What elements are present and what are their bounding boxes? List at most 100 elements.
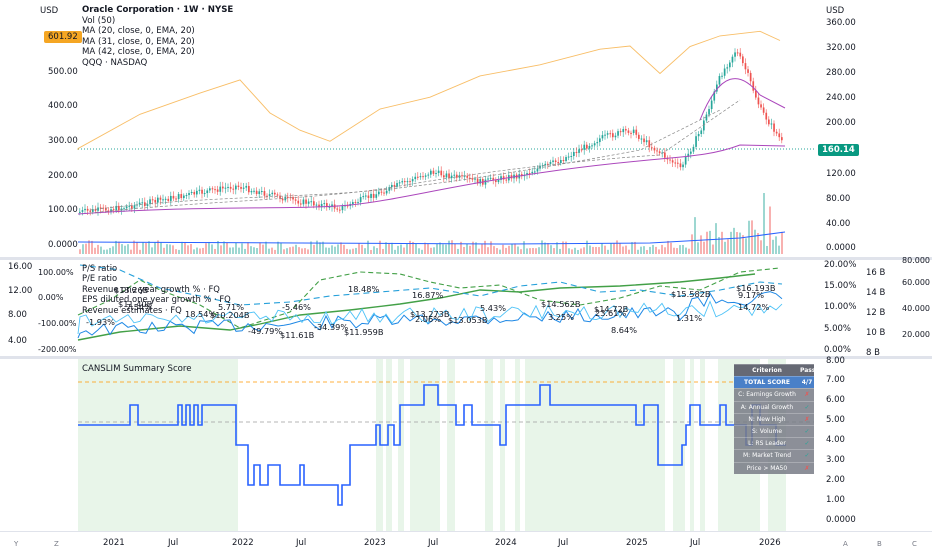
pe-axis-tick: 60.000 [902, 278, 930, 287]
volume-bar [772, 239, 774, 254]
legend-ps-ratio[interactable]: P/S ratio [82, 263, 118, 273]
candle-body [99, 207, 102, 209]
candle-body [424, 175, 427, 177]
volume-bar [115, 240, 117, 254]
legend-eps-growth[interactable]: EPS diluted one year growth % · FQ [82, 294, 231, 305]
candle-body [237, 185, 240, 187]
candle-body [755, 90, 757, 98]
candle-body [105, 207, 107, 211]
pane-divider-2[interactable] [0, 356, 932, 359]
legend-qqq[interactable]: QQQ · NASDAQ [82, 57, 148, 68]
legend-ma31[interactable]: MA (31, close, 0, EMA, 20) [82, 36, 195, 47]
volume-bar [340, 242, 342, 254]
candle-body [81, 210, 84, 212]
revenue-axis-tick: 12 B [866, 308, 886, 318]
toolbar-button-b[interactable]: B [877, 540, 882, 548]
volume-bar [271, 247, 273, 254]
volume-bar [703, 241, 705, 254]
candle-body [674, 162, 677, 164]
candle-body [214, 189, 216, 191]
table-row: M: Market Trend ✓ [734, 449, 814, 461]
legend-revenue-growth[interactable]: Revenue one year growth % · FQ [82, 283, 220, 294]
volume-bar [442, 244, 444, 254]
canslim-score-line [78, 384, 786, 506]
legend-ma20[interactable]: MA (20, close, 0, EMA, 20) [82, 26, 195, 37]
candle-body [219, 186, 222, 192]
candle-body [118, 205, 120, 211]
candle-body [479, 178, 482, 184]
score-axis-tick: 1.00 [826, 495, 845, 505]
time-tick: 2024 [495, 538, 517, 548]
fundamental-annotation: -1.93% [86, 317, 115, 327]
volume-bar [481, 244, 483, 254]
volume-bar [751, 220, 753, 254]
pane-divider-1[interactable] [0, 257, 932, 260]
volume-bar [181, 241, 183, 254]
candle-body [336, 208, 339, 210]
candle-body [175, 198, 177, 200]
time-axis[interactable]: 2021 Jul 2022 Jul 2023 Jul 2024 Jul 2025 Jul 2026 Y… [0, 531, 932, 551]
time-tick: 2026 [759, 538, 781, 548]
canslim-title[interactable]: CANSLIM Summary Score [82, 364, 192, 374]
ma-long-line [77, 144, 786, 215]
candle-body [287, 196, 289, 198]
volume-bar [604, 245, 606, 254]
fundamental-annotation: $11.40B [118, 299, 153, 309]
candle-body [180, 194, 183, 199]
volume-bar [529, 248, 531, 254]
candle-body [640, 138, 643, 140]
volume-bar [202, 247, 204, 254]
time-tick: Jul [168, 538, 179, 548]
candle-body [398, 182, 401, 184]
volume-bar [82, 244, 84, 254]
symbol-title[interactable]: Oracle Corporation · 1W · NYSE [82, 5, 234, 15]
canslim-canvas[interactable] [0, 359, 932, 531]
volume-bar [688, 248, 690, 254]
right-price-tick: 120.00 [826, 169, 856, 179]
volume-bar [742, 235, 744, 254]
table-row: N: New High ✗ [734, 412, 814, 425]
candle-body [573, 151, 575, 157]
candle-body [716, 84, 718, 92]
candle-body [762, 107, 765, 113]
volume-bar [754, 229, 756, 254]
candle-body [128, 205, 131, 207]
candle-body [112, 209, 115, 211]
volume-bar [739, 232, 741, 254]
candle-body [768, 119, 770, 125]
legend-revenue-estimates[interactable]: Revenue estimates · FQ [82, 304, 182, 315]
candle-body [567, 156, 570, 158]
legend-volume[interactable]: Vol (50) [82, 15, 116, 26]
canslim-pane[interactable]: CANSLIM Summary Score 8.00 7.00 6.00 5.00 4.… [0, 356, 932, 531]
candle-body [497, 179, 500, 183]
candle-body [708, 109, 710, 115]
candle-body [196, 190, 198, 195]
candle-body [211, 188, 214, 190]
volume-bar [613, 243, 615, 254]
toolbar-button-c[interactable]: C [912, 540, 917, 548]
toolbar-button-z[interactable]: Z [54, 540, 59, 548]
candle-body [201, 189, 203, 194]
right-currency-label: USD [826, 6, 845, 16]
legend-pe-ratio[interactable]: P/E ratio [82, 273, 118, 284]
volume-bar [757, 232, 759, 254]
candle-body [310, 201, 313, 203]
price-chart-canvas[interactable] [0, 0, 932, 258]
volume-bar [478, 248, 480, 254]
main-price-pane[interactable]: USD USD Oracle Corporation · 1W · NYSE V… [0, 0, 932, 258]
header-criterion: Criterion [752, 367, 782, 375]
candle-body [115, 205, 118, 211]
candle-body [443, 175, 445, 178]
volume-bar [358, 243, 360, 254]
fundamentals-pane[interactable]: P/S ratio P/E ratio Revenue one year gro… [0, 256, 932, 358]
toolbar-button-y[interactable]: Y [14, 540, 19, 548]
volume-bar [160, 242, 162, 254]
candle-body [456, 174, 458, 178]
volume-bar [184, 241, 186, 254]
growth-axis-tick: 10.00% [824, 302, 857, 312]
volume-bar [106, 249, 108, 254]
fundamentals-canvas[interactable] [0, 260, 932, 356]
candle-body [692, 146, 695, 152]
toolbar-button-a[interactable]: A [843, 540, 848, 548]
legend-ma42[interactable]: MA (42, close, 0, EMA, 20) [82, 47, 195, 58]
